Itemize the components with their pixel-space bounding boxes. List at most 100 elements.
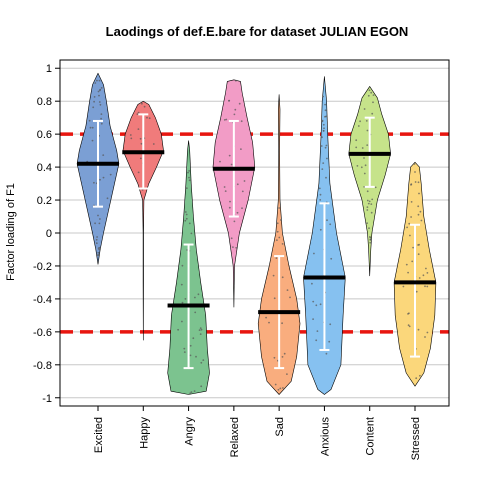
axes: 1 0.8 0.6 0.4 0.2 0 -0.2 -0.4 -0.6 -0.8 -1 Excited H…: [33, 63, 422, 460]
data-point: [89, 126, 92, 129]
data-point: [318, 187, 321, 190]
data-point: [422, 274, 425, 277]
data-point: [189, 392, 192, 395]
data-point: [420, 219, 423, 222]
violin-anxious: [303, 76, 346, 395]
violin-relaxed: [212, 79, 256, 308]
data-point: [130, 137, 133, 140]
x-tick-label: Sad: [274, 417, 286, 437]
data-point: [140, 142, 143, 145]
data-point: [95, 238, 98, 241]
data-point: [281, 243, 284, 245]
data-point: [190, 391, 193, 393]
data-point: [88, 119, 91, 122]
data-point: [129, 134, 132, 136]
data-point: [355, 139, 358, 142]
data-point: [97, 214, 99, 217]
data-point: [369, 241, 372, 244]
data-point: [324, 115, 326, 118]
data-point: [278, 207, 280, 209]
x-tick-label: Angry: [184, 417, 196, 446]
data-point: [417, 253, 420, 256]
data-point: [200, 328, 203, 331]
data-point: [193, 390, 196, 392]
x-tick-label: Anxious: [319, 417, 331, 457]
data-point: [326, 219, 328, 222]
data-point: [313, 252, 315, 255]
data-point: [177, 328, 180, 331]
data-point: [426, 331, 429, 334]
data-point: [281, 356, 284, 358]
data-point: [141, 102, 143, 105]
data-point: [323, 127, 325, 130]
data-point: [100, 117, 102, 120]
y-tick-label: 0.4: [37, 162, 52, 174]
data-point: [368, 200, 371, 203]
data-point: [419, 374, 421, 377]
data-point: [366, 209, 369, 211]
data-point: [243, 180, 246, 182]
data-point: [98, 222, 101, 225]
data-point: [95, 242, 98, 245]
y-tick-label: -0.2: [33, 261, 52, 273]
data-point: [357, 125, 360, 127]
data-point: [402, 285, 405, 288]
data-point: [315, 339, 318, 342]
data-point: [185, 213, 188, 216]
violin-happy: [122, 100, 165, 341]
data-point: [102, 176, 105, 179]
data-point: [199, 327, 202, 329]
data-point: [236, 211, 239, 214]
y-tick-label: -1: [42, 393, 52, 405]
data-point: [410, 183, 413, 186]
data-point: [311, 282, 313, 285]
data-point: [364, 164, 367, 167]
data-point: [356, 165, 359, 167]
data-point: [96, 236, 98, 238]
data-point: [324, 103, 326, 106]
data-point: [366, 144, 369, 147]
data-point: [139, 137, 142, 140]
y-tick-label: -0.4: [33, 294, 52, 306]
violins: [76, 72, 437, 395]
grid-lines: [60, 67, 449, 399]
y-tick-label: 0.2: [37, 195, 52, 207]
data-point: [322, 162, 325, 165]
data-point: [192, 337, 195, 340]
y-tick-label: -0.8: [33, 360, 52, 372]
data-point: [99, 89, 101, 92]
data-point: [184, 211, 187, 213]
data-point: [99, 178, 101, 181]
y-tick-label: 0.8: [37, 96, 52, 108]
violin-body: [257, 94, 301, 395]
data-point: [368, 89, 371, 92]
data-point: [321, 168, 324, 171]
data-point: [281, 276, 284, 279]
data-point: [184, 298, 187, 300]
data-point: [240, 120, 243, 123]
data-point: [93, 100, 95, 103]
data-point: [91, 126, 94, 129]
data-point: [366, 222, 368, 225]
data-point: [283, 352, 286, 355]
data-point: [274, 383, 277, 386]
data-point: [366, 190, 369, 193]
data-point: [329, 223, 332, 226]
data-point: [370, 91, 373, 94]
data-point: [181, 301, 184, 304]
data-point: [194, 296, 196, 299]
data-point: [99, 103, 102, 106]
data-point: [426, 285, 429, 288]
data-point: [200, 361, 203, 364]
data-point: [371, 198, 374, 201]
data-point: [184, 219, 187, 222]
data-point: [228, 99, 231, 102]
data-point: [413, 163, 416, 165]
data-point: [224, 190, 227, 193]
data-point: [181, 320, 183, 323]
data-point: [238, 102, 241, 105]
data-point: [223, 119, 226, 121]
data-point: [372, 101, 374, 104]
data-point: [190, 232, 193, 235]
data-point: [282, 387, 284, 389]
